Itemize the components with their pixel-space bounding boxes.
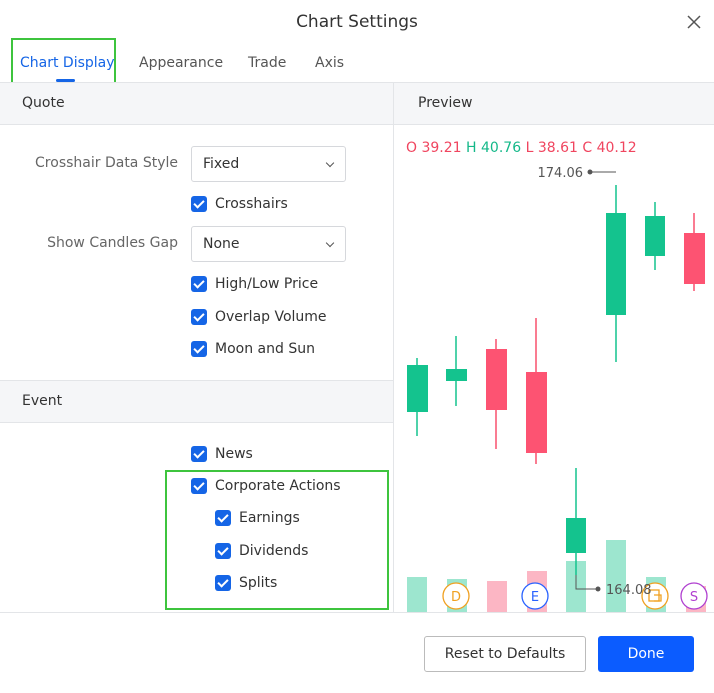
ohlc-legend: O 39.21 H 40.76 L 38.61 C 40.12	[406, 140, 637, 156]
checkbox[interactable]: Corporate Actions	[191, 477, 341, 495]
ohlc-label: H	[466, 140, 477, 156]
done-button[interactable]: Done	[598, 636, 694, 672]
ohlc-label: L	[525, 140, 534, 156]
ohlc-value: 38.61	[537, 140, 578, 156]
checkbox[interactable]: Splits	[215, 574, 277, 592]
preview-chart: 174.06 164.08 D E S	[407, 166, 708, 612]
tab[interactable]: Chart Display	[20, 55, 115, 71]
field-label: Crosshair Data Style	[35, 155, 178, 171]
section-header: Preview	[393, 82, 714, 125]
ohlc-value: 40.12	[596, 140, 637, 156]
footer	[0, 612, 714, 693]
close-button[interactable]	[687, 15, 701, 29]
reset-button[interactable]: Reset to Defaults	[424, 636, 586, 672]
tab[interactable]: Appearance	[139, 55, 224, 71]
section-header: Event	[0, 380, 393, 423]
event-marker[interactable]: D	[451, 590, 461, 605]
ohlc-label: C	[582, 140, 593, 156]
dialog-title: Chart Settings	[296, 12, 418, 32]
checkbox[interactable]: High/Low Price	[191, 275, 318, 293]
price-label: 164.08	[606, 583, 652, 598]
divider	[393, 125, 394, 612]
section-header: Quote	[0, 82, 393, 125]
tab[interactable]: Axis	[315, 55, 345, 71]
checkbox[interactable]: Crosshairs	[191, 195, 288, 213]
checkbox[interactable]: News	[191, 445, 253, 463]
dropdown[interactable]: Fixed	[191, 146, 346, 182]
ohlc-value: 39.21	[421, 140, 462, 156]
field-label: Show Candles Gap	[47, 235, 178, 251]
tab[interactable]: Trade	[248, 55, 287, 71]
event-marker[interactable]: E	[531, 590, 539, 605]
checkbox[interactable]: Overlap Volume	[191, 308, 327, 326]
tab-indicator	[56, 79, 75, 82]
checkbox[interactable]: Earnings	[215, 509, 300, 527]
checkbox[interactable]: Dividends	[215, 542, 308, 560]
ohlc-label: O	[406, 140, 418, 156]
price-label: 174.06	[538, 166, 584, 181]
event-marker[interactable]: S	[690, 590, 698, 605]
checkbox[interactable]: Moon and Sun	[191, 340, 315, 358]
dropdown[interactable]: None	[191, 226, 346, 262]
ohlc-value: 40.76	[481, 140, 522, 156]
highlight-box	[165, 470, 389, 610]
